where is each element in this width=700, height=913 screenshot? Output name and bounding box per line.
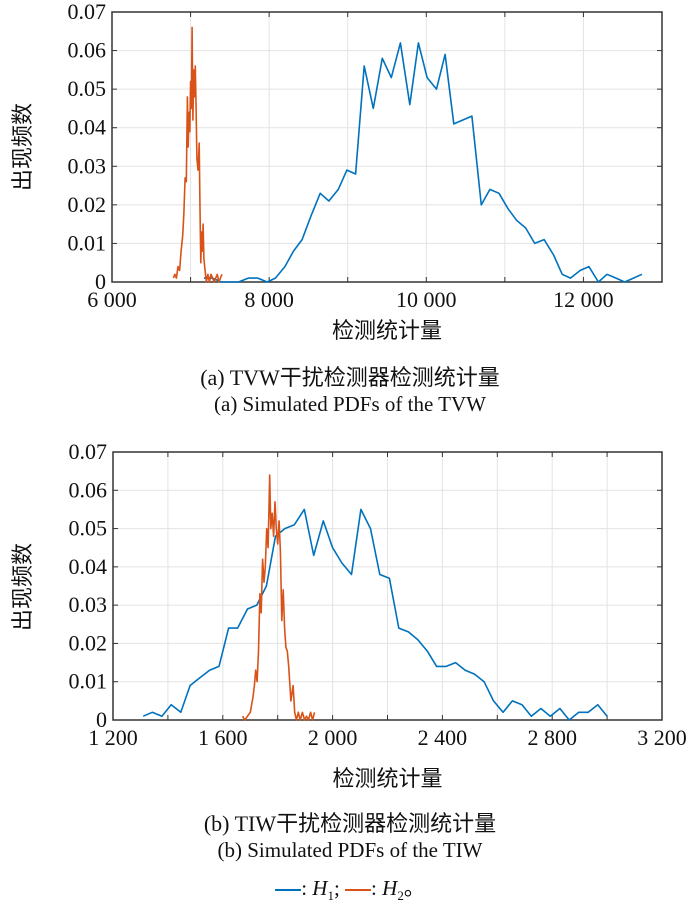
legend-h2-line <box>345 889 372 892</box>
subplot-b: 0 0.01 0.02 0.03 0.04 0.05 0.06 0.07 1 200 1 600 2… <box>11 439 687 792</box>
y-tick-label: 0.05 <box>69 516 108 541</box>
y-tick-label: 0.01 <box>69 669 108 694</box>
legend-sep: : <box>301 876 313 900</box>
y-tick-label: 0.02 <box>69 630 108 655</box>
series-line-h1 <box>142 508 608 721</box>
x-tick-label: 2 800 <box>527 725 577 750</box>
y-tick-label: 0 <box>96 707 107 732</box>
legend-end: 。 <box>403 876 425 900</box>
series-line-h2 <box>241 474 316 721</box>
legend-h1-label: H <box>312 876 328 900</box>
caption-a-cn: (a) TVW干扰检测器检测统计量 <box>200 365 500 390</box>
legend: : H1; : H2。 <box>0 872 700 904</box>
y-tick-label: 0.04 <box>68 115 107 140</box>
x-tick-label: 10 000 <box>396 287 457 312</box>
series-line-h1 <box>203 42 643 283</box>
subplot-a: 0 0.01 0.02 0.03 0.04 0.05 0.06 0.07 6 000 8 000 1… <box>11 0 663 344</box>
y-tick-label: 0.06 <box>68 38 107 63</box>
plot-frame <box>112 451 663 721</box>
x-tick-label: 1 200 <box>88 725 138 750</box>
y-tick-label: 0.05 <box>68 76 107 101</box>
y-tick-label: 0.01 <box>68 230 107 255</box>
y-tick-label: 0.03 <box>68 153 107 178</box>
caption-b-cn: (b) TIW干扰检测器检测统计量 <box>203 811 497 836</box>
y-tick-label: 0.07 <box>69 439 108 464</box>
x-tick-label: 3 200 <box>637 725 687 750</box>
x-axis-label: 检测统计量 <box>332 319 442 344</box>
y-tick-label: 0.03 <box>69 592 108 617</box>
legend-h1-sub: 1 <box>327 888 334 904</box>
legend-h1-line <box>275 889 302 892</box>
y-tick-label: 0.04 <box>69 554 108 579</box>
caption-a-en: (a) Simulated PDFs of the TVW <box>214 392 486 416</box>
x-tick-label: 1 600 <box>198 725 248 750</box>
caption-b-en: (b) Simulated PDFs of the TIW <box>217 838 483 862</box>
y-tick-label: 0.02 <box>68 192 107 217</box>
legend-h2-label: H <box>382 876 398 900</box>
x-tick-label: 12 000 <box>553 287 614 312</box>
y-tick-label: 0.06 <box>69 477 108 502</box>
legend-sep: ; <box>333 876 346 900</box>
x-tick-label: 2 000 <box>308 725 358 750</box>
legend-h2-sub: 2 <box>397 888 404 904</box>
legend-sep: : <box>371 876 383 900</box>
y-tick-label: 0.07 <box>68 0 107 24</box>
x-tick-label: 2 400 <box>418 725 468 750</box>
x-tick-label: 8 000 <box>244 287 294 312</box>
series-line-h2 <box>172 26 223 283</box>
y-axis-label: 出现频数 <box>11 103 36 191</box>
y-axis-label: 出现频数 <box>11 543 36 631</box>
plot-frame <box>111 11 663 283</box>
x-tick-label: 6 000 <box>87 287 137 312</box>
x-axis-label: 检测统计量 <box>332 767 442 792</box>
y-tick-label: 0 <box>95 269 106 294</box>
